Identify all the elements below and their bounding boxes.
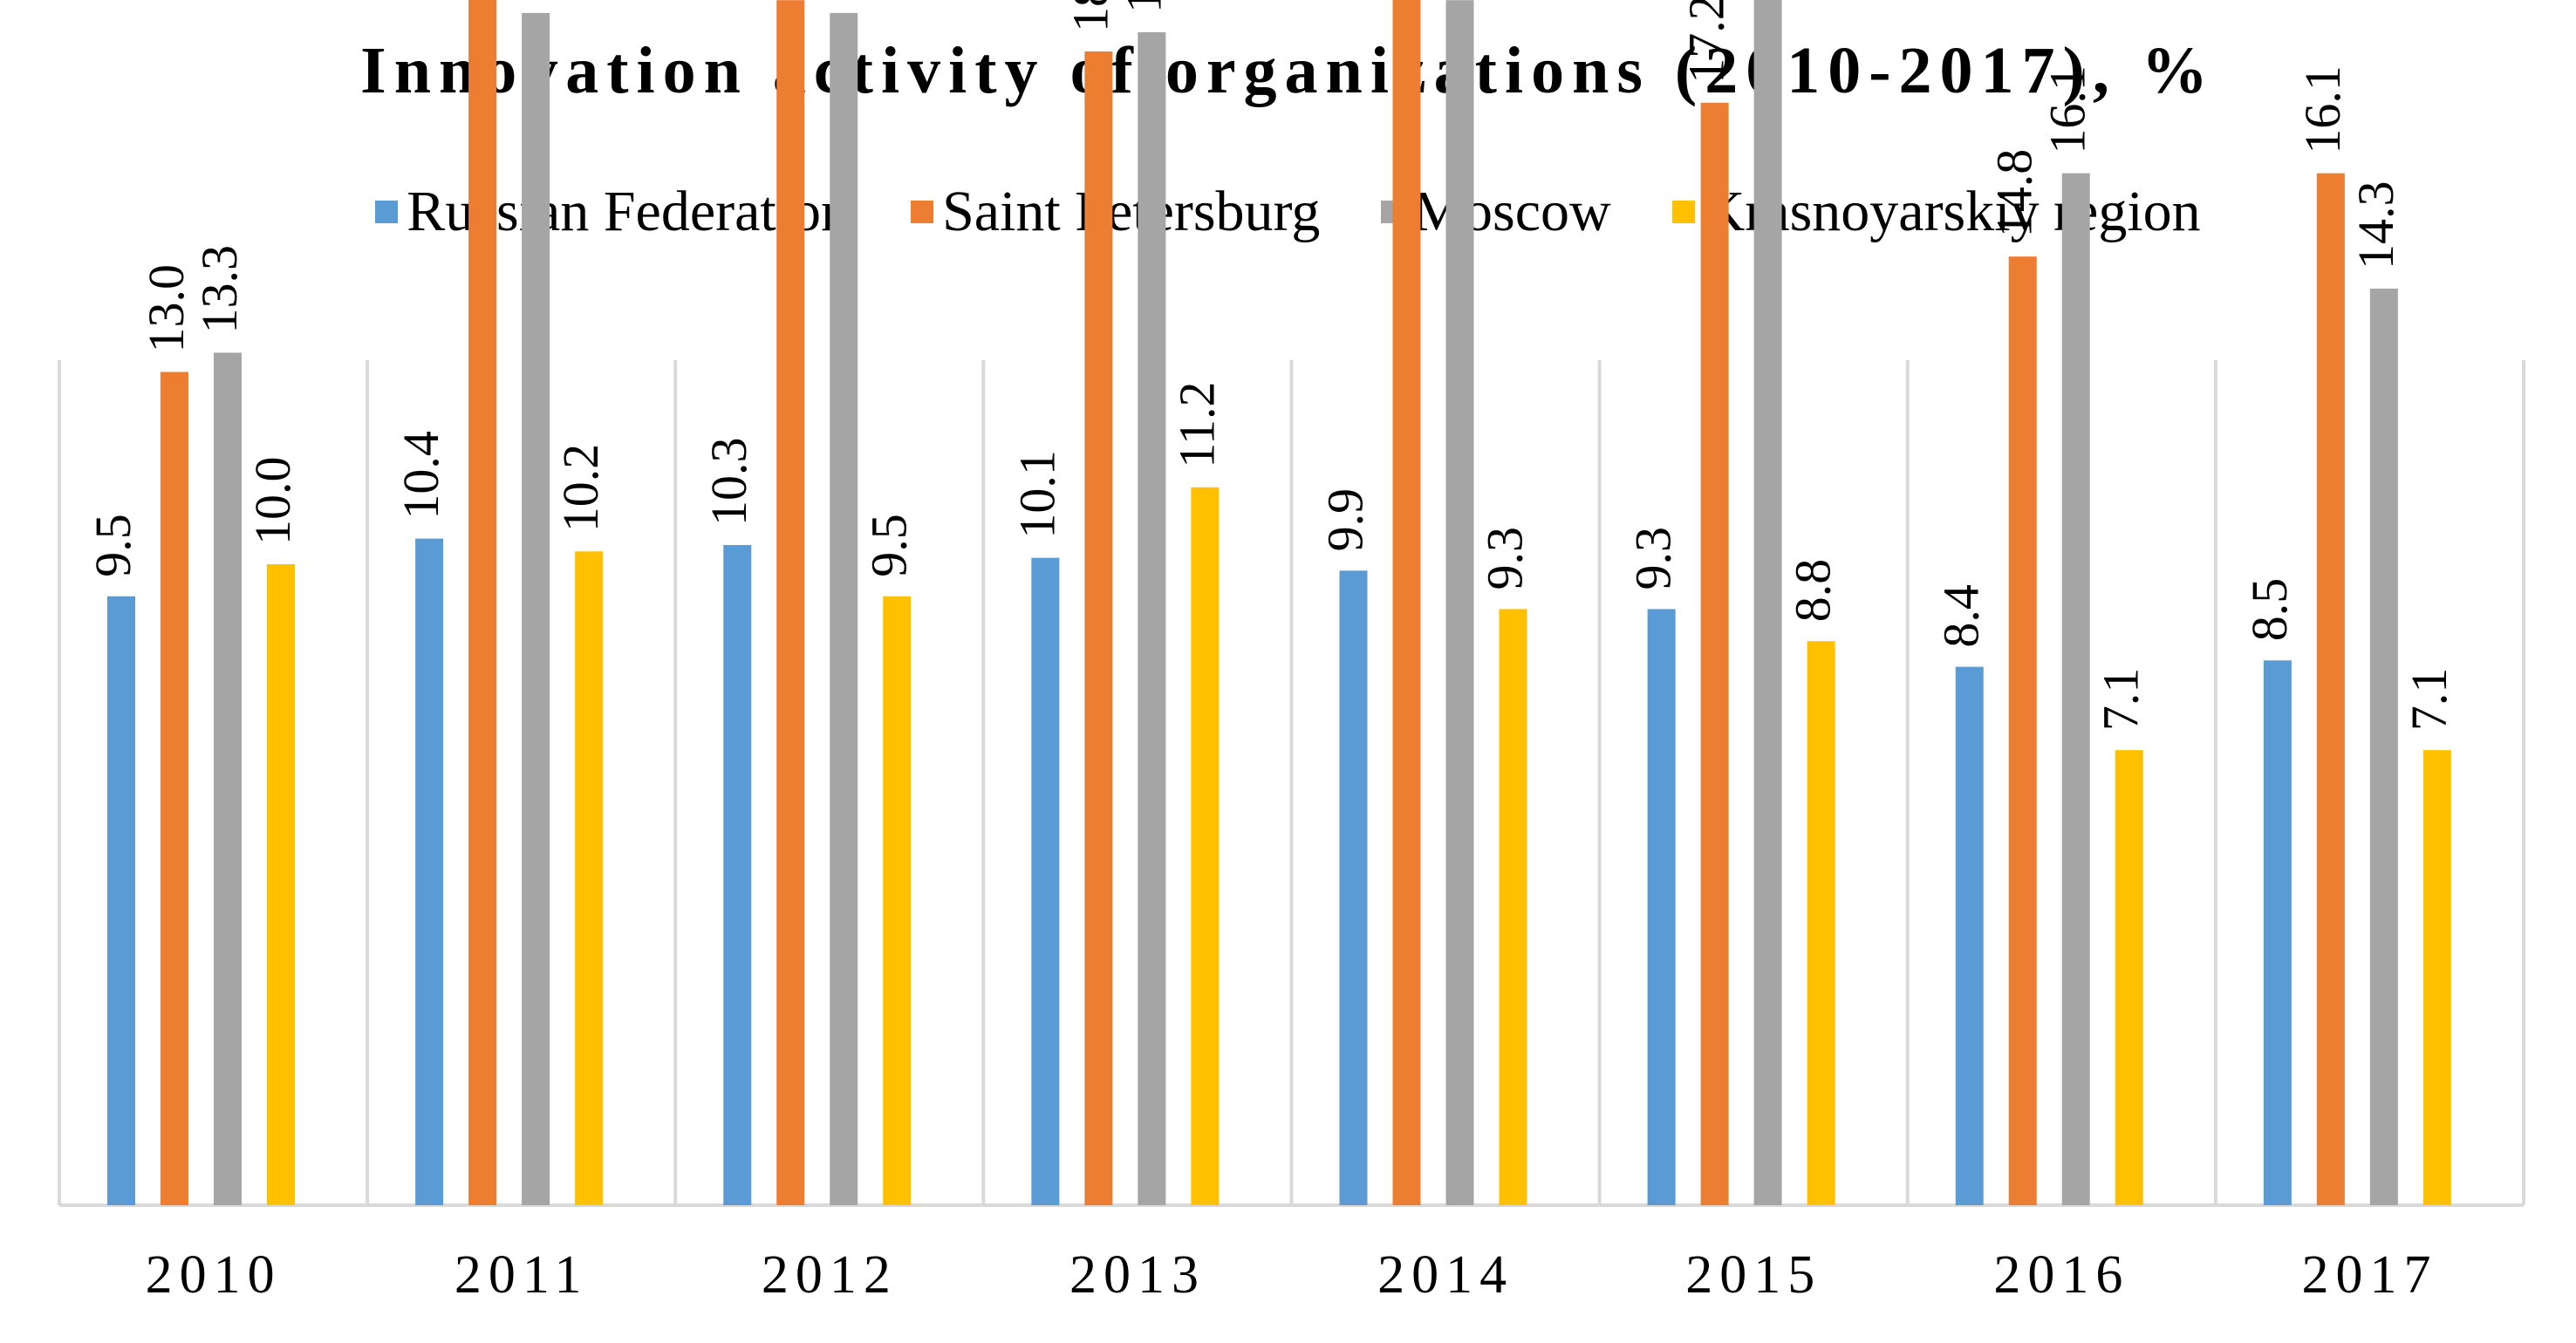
data-label: 10.4 xyxy=(393,431,449,520)
bar xyxy=(2061,173,2090,1205)
data-label: 14.8 xyxy=(1986,149,2043,238)
x-tick-label: 2017 xyxy=(2301,1245,2437,1305)
bar xyxy=(1191,487,1220,1205)
bar xyxy=(1753,0,1782,1205)
data-label: 8.4 xyxy=(1933,584,1990,648)
bar xyxy=(2263,660,2292,1205)
bar xyxy=(1700,102,1729,1205)
data-label: 10.1 xyxy=(1008,450,1065,539)
bar xyxy=(1499,609,1527,1205)
data-label: 8.5 xyxy=(2241,578,2298,642)
chart-title: Innovation activity of organizations (20… xyxy=(360,34,2216,107)
legend-item-saint-petersburg: Saint Petersburg xyxy=(911,179,1320,245)
data-label: 13.3 xyxy=(191,245,248,334)
bar xyxy=(575,551,604,1205)
legend-swatch xyxy=(375,201,399,223)
data-label: 11.2 xyxy=(1168,381,1225,467)
data-label: 18.0 xyxy=(1062,0,1118,32)
bar xyxy=(415,538,444,1205)
bar xyxy=(267,564,295,1205)
data-label: 10.0 xyxy=(244,457,301,546)
bar xyxy=(107,596,135,1205)
data-label: 13.0 xyxy=(138,264,195,353)
x-tick-label: 2010 xyxy=(146,1245,282,1305)
data-label: 9.5 xyxy=(85,514,141,577)
bar xyxy=(1955,666,1984,1205)
bar xyxy=(776,0,805,1206)
legend-item-krasnoyarskiy-region: Krasnoyarskiy region xyxy=(1671,179,2201,245)
data-label: 10.3 xyxy=(700,437,757,526)
bar xyxy=(1084,51,1113,1205)
data-label: 14.3 xyxy=(2347,181,2404,269)
bar xyxy=(1807,641,1835,1205)
bar xyxy=(2369,288,2398,1206)
bar xyxy=(883,596,912,1205)
data-label: 8.8 xyxy=(1785,559,1841,623)
x-tick-label: 2011 xyxy=(454,1245,589,1305)
data-label: 16.1 xyxy=(2040,65,2096,154)
legend-label: Krasnoyarskiy region xyxy=(1703,180,2201,243)
legend-swatch xyxy=(911,201,934,223)
bar xyxy=(1031,557,1060,1205)
data-label: 18.3 xyxy=(1115,0,1172,13)
bar xyxy=(830,12,858,1205)
legend-label: Moscow xyxy=(1412,180,1611,243)
data-label: 7.1 xyxy=(2093,668,2149,732)
bar xyxy=(2115,750,2143,1205)
data-label: 7.1 xyxy=(2401,668,2457,732)
bar xyxy=(1647,609,1676,1205)
bar xyxy=(1339,570,1368,1205)
data-label: 16.1 xyxy=(2294,65,2351,154)
bar xyxy=(522,12,550,1205)
bar xyxy=(2422,750,2451,1205)
data-label: 9.3 xyxy=(1625,527,1682,590)
data-label: 10.2 xyxy=(552,444,609,533)
bar xyxy=(161,372,188,1205)
bar xyxy=(2316,173,2345,1205)
legend-swatch xyxy=(1671,201,1695,223)
bar xyxy=(1445,0,1474,1206)
bar xyxy=(1138,31,1166,1206)
bar xyxy=(1392,0,1421,1206)
data-label: 9.5 xyxy=(860,514,917,577)
legend-label: Saint Petersburg xyxy=(942,180,1321,243)
bar xyxy=(2008,256,2037,1206)
x-tick-label: 2014 xyxy=(1377,1245,1513,1305)
x-tick-label: 2016 xyxy=(1993,1245,2129,1305)
data-label: 17.2 xyxy=(1678,0,1735,84)
x-tick-label: 2013 xyxy=(1069,1245,1206,1305)
x-tick-label: 2015 xyxy=(1685,1245,1821,1305)
data-label: 9.3 xyxy=(1477,527,1534,590)
x-tick-label: 2012 xyxy=(762,1245,898,1305)
bar xyxy=(468,0,497,1206)
bar xyxy=(214,352,242,1205)
data-label: 9.9 xyxy=(1317,488,1374,552)
legend: Russian Federation Saint Petersburg Mosc… xyxy=(0,179,2576,245)
bar xyxy=(723,544,752,1205)
